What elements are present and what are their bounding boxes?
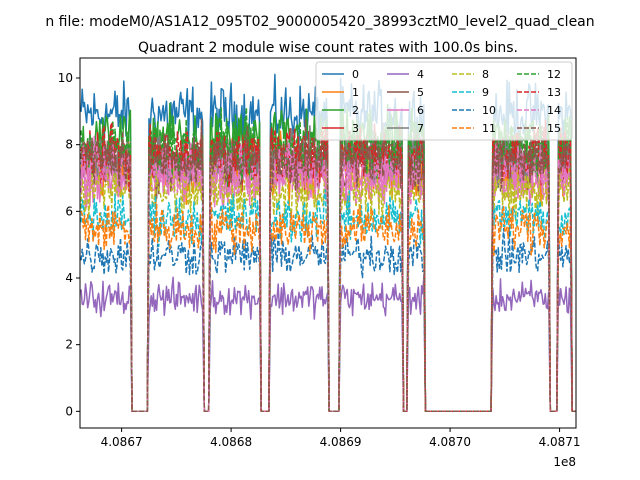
legend-label-7: 7: [417, 122, 424, 135]
x-tick-label: 4.0871: [539, 435, 581, 449]
series-layer: [80, 73, 576, 413]
x-tick-label: 4.0869: [320, 435, 362, 449]
legend-label-10: 10: [482, 104, 496, 117]
legend-label-11: 11: [482, 122, 496, 135]
x-tick-label: 4.0868: [210, 435, 252, 449]
legend-label-12: 12: [547, 68, 561, 81]
series-line-10: [80, 227, 576, 413]
y-tick-label: 4: [65, 271, 73, 285]
legend-label-6: 6: [417, 104, 424, 117]
y-tick-label: 2: [65, 338, 73, 352]
x-offset-label: 1e8: [553, 455, 576, 469]
y-tick-label: 8: [65, 138, 73, 152]
y-tick-label: 0: [65, 404, 73, 418]
legend-label-5: 5: [417, 86, 424, 99]
figure-suptitle: n file: modeM0/AS1A12_095T02_9000005420_…: [45, 14, 594, 30]
series-line-11: [80, 201, 576, 413]
x-tick-label: 4.0870: [429, 435, 471, 449]
legend-label-13: 13: [547, 86, 561, 99]
legend-label-8: 8: [482, 68, 489, 81]
y-axis: 0 2 4 6 8 10: [58, 71, 80, 418]
legend-label-0: 0: [352, 68, 359, 81]
series-line-8: [80, 157, 576, 413]
chart-title: Quadrant 2 module wise count rates with …: [138, 40, 518, 56]
x-axis: 4.0867 4.0868 4.0869 4.0870 4.0871: [101, 428, 581, 449]
series-line-4: [80, 276, 576, 413]
series-line-13: [80, 119, 576, 413]
y-tick-label: 6: [65, 204, 73, 218]
legend-label-3: 3: [352, 122, 359, 135]
legend-label-15: 15: [547, 122, 561, 135]
y-tick-label: 10: [58, 71, 73, 85]
legend-box: [315, 61, 573, 141]
plot-frame: [79, 57, 577, 429]
series-line-14: [80, 135, 576, 413]
legend-label-2: 2: [352, 104, 359, 117]
x-tick-label: 4.0867: [101, 435, 143, 449]
legend-label-14: 14: [547, 104, 561, 117]
legend-label-1: 1: [352, 86, 359, 99]
legend-label-9: 9: [482, 86, 489, 99]
legend-label-4: 4: [417, 68, 424, 81]
